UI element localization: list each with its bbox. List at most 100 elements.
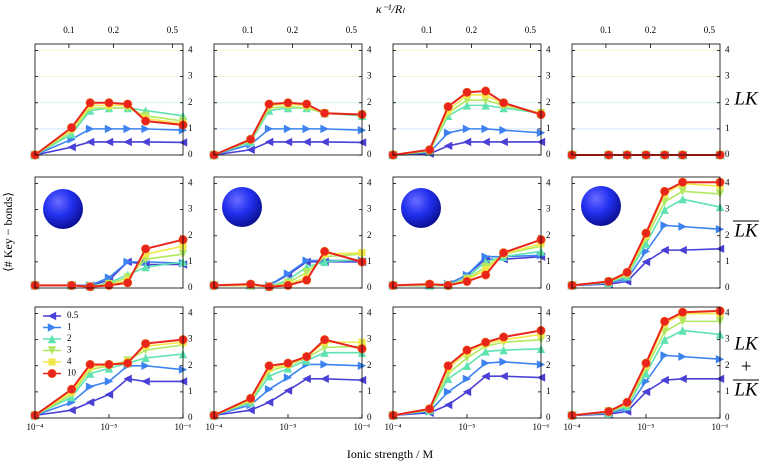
y-tick-label: 3 bbox=[188, 204, 193, 214]
row-label: LK bbox=[733, 379, 759, 400]
y-tick-label: 4 bbox=[367, 178, 372, 188]
y-tick-label: 2 bbox=[188, 230, 193, 240]
sphere-inset bbox=[43, 189, 83, 229]
marker bbox=[104, 390, 114, 399]
marker bbox=[123, 278, 133, 288]
marker bbox=[283, 269, 293, 278]
y-tick-label: 4 bbox=[725, 308, 730, 318]
series-line bbox=[571, 248, 721, 287]
marker bbox=[104, 377, 114, 386]
marker bbox=[481, 358, 490, 368]
marker bbox=[85, 359, 95, 369]
y-tick-label: 2 bbox=[188, 360, 193, 370]
y-tick-label: 4 bbox=[546, 45, 551, 55]
y-tick-label: 0 bbox=[188, 282, 193, 292]
marker bbox=[246, 393, 256, 403]
y-tick-label: 4 bbox=[188, 45, 193, 55]
marker bbox=[481, 101, 490, 110]
y-tick-label: 1 bbox=[546, 123, 551, 133]
marker bbox=[123, 374, 132, 384]
marker bbox=[141, 353, 150, 363]
marker bbox=[85, 124, 95, 134]
y-tick-label: 4 bbox=[188, 178, 193, 188]
marker bbox=[604, 276, 614, 286]
marker bbox=[283, 280, 293, 290]
y-tick-label: 2 bbox=[367, 97, 372, 107]
y-tick-label: 2 bbox=[725, 360, 730, 370]
y-tick-label: 3 bbox=[546, 71, 551, 81]
y-tick-label: 1 bbox=[188, 256, 193, 266]
marker bbox=[246, 279, 256, 289]
marker bbox=[264, 124, 274, 134]
marker bbox=[499, 345, 508, 355]
x2-axis-label: κ⁻¹/Rₗ bbox=[376, 2, 405, 16]
marker bbox=[443, 102, 453, 112]
marker bbox=[264, 385, 274, 394]
marker bbox=[123, 124, 132, 134]
series-line bbox=[34, 107, 184, 156]
panel-frame bbox=[571, 176, 721, 289]
marker bbox=[678, 187, 687, 196]
legend-label: 3 bbox=[67, 345, 72, 355]
marker bbox=[660, 186, 670, 196]
marker bbox=[320, 108, 330, 118]
y-tick-label: 0 bbox=[546, 412, 551, 422]
marker bbox=[443, 141, 453, 151]
marker bbox=[85, 382, 95, 391]
marker bbox=[85, 98, 95, 108]
x2-tick-label: 0.1 bbox=[63, 25, 74, 35]
y-tick-label: 4 bbox=[188, 308, 193, 318]
marker bbox=[104, 98, 114, 108]
x-tick-label: 10⁻⁵ bbox=[459, 422, 476, 432]
y-tick-label: 2 bbox=[546, 97, 551, 107]
marker bbox=[320, 124, 329, 134]
marker bbox=[320, 257, 329, 267]
marker bbox=[85, 137, 95, 147]
marker bbox=[641, 369, 651, 378]
legend-label: 4 bbox=[67, 356, 72, 366]
x-tick-label: 10⁻⁵ bbox=[101, 422, 118, 432]
marker bbox=[641, 358, 651, 368]
panel-frame bbox=[392, 43, 542, 156]
y-tick-label: 0 bbox=[367, 412, 372, 422]
marker bbox=[481, 337, 491, 347]
panel-frame bbox=[213, 176, 363, 289]
marker bbox=[320, 246, 330, 256]
x-tick-label: 10⁻⁶ bbox=[712, 422, 729, 432]
marker bbox=[481, 270, 491, 280]
marker bbox=[482, 266, 490, 274]
marker bbox=[425, 145, 435, 155]
marker bbox=[641, 257, 651, 267]
panel-frame bbox=[34, 306, 184, 419]
y-tick-label: 2 bbox=[725, 97, 730, 107]
panel-frame bbox=[213, 306, 363, 419]
y-tick-label: 3 bbox=[367, 334, 372, 344]
y-tick-label: 4 bbox=[546, 178, 551, 188]
marker bbox=[481, 372, 490, 381]
marker bbox=[104, 273, 114, 282]
marker bbox=[481, 124, 490, 134]
marker bbox=[678, 307, 688, 317]
marker bbox=[141, 262, 150, 272]
x-tick-label: 10⁻⁶ bbox=[354, 422, 371, 432]
marker bbox=[104, 359, 114, 369]
x2-tick-label: 0.2 bbox=[287, 25, 298, 35]
y-tick-label: 1 bbox=[367, 386, 372, 396]
panel-frame bbox=[392, 306, 542, 419]
y-tick-label: 0 bbox=[725, 412, 730, 422]
y-tick-label: 1 bbox=[546, 386, 551, 396]
y-tick-label: 1 bbox=[367, 123, 372, 133]
marker bbox=[320, 374, 329, 384]
marker bbox=[320, 335, 330, 345]
y-tick-label: 1 bbox=[725, 123, 730, 133]
marker bbox=[462, 87, 472, 97]
y-tick-label: 1 bbox=[188, 386, 193, 396]
marker bbox=[462, 387, 472, 397]
marker bbox=[443, 361, 453, 371]
row-label: LK bbox=[733, 88, 759, 109]
marker bbox=[678, 374, 687, 384]
row-label: + bbox=[740, 356, 753, 377]
y-tick-label: 2 bbox=[367, 230, 372, 240]
marker bbox=[481, 137, 490, 147]
marker bbox=[678, 352, 687, 361]
